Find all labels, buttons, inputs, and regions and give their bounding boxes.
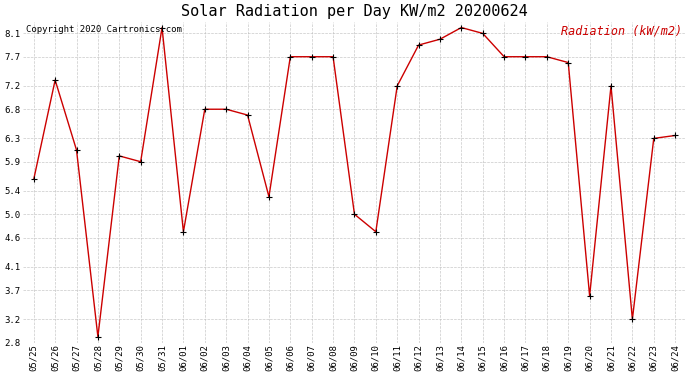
Text: Radiation (kW/m2): Radiation (kW/m2) (562, 25, 682, 38)
Text: Copyright 2020 Cartronics.com: Copyright 2020 Cartronics.com (26, 25, 182, 34)
Title: Solar Radiation per Day KW/m2 20200624: Solar Radiation per Day KW/m2 20200624 (181, 4, 528, 19)
